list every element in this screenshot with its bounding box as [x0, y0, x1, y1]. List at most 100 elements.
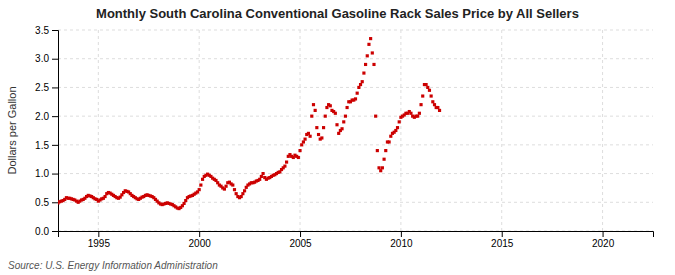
x-tick-label: 2000 — [189, 238, 212, 249]
y-axis-line — [52, 31, 59, 232]
y-tick: 0.0 — [35, 226, 58, 237]
x-tick: 2020 — [592, 231, 615, 249]
point — [419, 103, 422, 106]
point — [184, 199, 187, 202]
point — [354, 97, 357, 100]
point — [384, 149, 387, 152]
point — [428, 89, 431, 92]
x-axis: 1995 2000 2005 2010 2015 2020 — [59, 231, 654, 249]
point — [398, 120, 401, 123]
chart-svg: 1995200020052010201520200.00.51.01.52.02… — [0, 0, 675, 275]
point — [283, 165, 286, 168]
y-grid-line — [58, 58, 653, 59]
point — [421, 94, 424, 97]
point — [377, 166, 380, 169]
x-tick: 2010 — [390, 231, 413, 249]
y-grid-line — [58, 173, 653, 174]
point — [335, 123, 338, 126]
point — [103, 195, 106, 198]
x-tick-label: 2005 — [289, 238, 312, 249]
point — [337, 132, 340, 135]
point — [409, 112, 412, 115]
point — [369, 37, 372, 40]
y-tick: 1.5 — [35, 140, 58, 151]
point — [346, 106, 349, 109]
page: {"chart_data": { "type": "scatter", "tit… — [0, 0, 675, 275]
point — [382, 158, 385, 161]
point — [359, 83, 362, 86]
y-tick-label: 3.5 — [35, 25, 49, 36]
point — [231, 183, 234, 186]
x-grid-line — [400, 30, 401, 231]
point — [198, 188, 201, 191]
x-tick: 2015 — [491, 231, 514, 249]
point — [261, 172, 264, 175]
points — [58, 37, 441, 210]
point — [322, 126, 325, 129]
point — [438, 109, 441, 112]
y-tick-mark — [52, 30, 58, 31]
point — [297, 156, 300, 159]
x-tick-mark — [199, 231, 200, 237]
x-tick: 2005 — [289, 231, 312, 249]
y-tick-label: 2.0 — [35, 111, 49, 122]
y-grid-line — [58, 202, 653, 203]
source-annotation: Source: U.S. Energy Information Administ… — [8, 260, 218, 271]
x-tick-mark — [401, 231, 402, 237]
point — [312, 103, 315, 106]
point — [329, 104, 332, 107]
x-tick-mark — [98, 231, 99, 237]
point — [426, 86, 429, 89]
point — [235, 192, 238, 195]
point — [314, 109, 317, 112]
x-tick: 1995 — [88, 231, 111, 249]
x-tick-label: 2020 — [592, 238, 615, 249]
point — [425, 83, 428, 86]
y-tick-label: 0.0 — [35, 226, 49, 237]
x-grid-line — [501, 30, 502, 231]
x-grid-line — [199, 30, 200, 231]
point — [362, 71, 365, 74]
point — [376, 149, 379, 152]
x-tick: 2000 — [189, 231, 212, 249]
point — [357, 86, 360, 89]
point — [302, 140, 305, 143]
point — [260, 175, 263, 178]
point — [366, 54, 369, 57]
point — [303, 138, 306, 141]
point — [310, 115, 313, 118]
point — [325, 106, 328, 109]
y-grid-line — [58, 144, 653, 145]
point — [241, 192, 244, 195]
x-tick-label: 2015 — [491, 238, 514, 249]
point — [334, 112, 337, 115]
point — [416, 115, 419, 118]
y-grid-line — [58, 116, 653, 117]
point — [374, 115, 377, 118]
y-tick-mark — [52, 116, 58, 117]
x-tick-label: 1995 — [88, 238, 111, 249]
point — [396, 126, 399, 129]
point — [223, 187, 226, 190]
point — [372, 63, 375, 66]
point — [307, 132, 310, 135]
point — [364, 63, 367, 66]
point — [199, 183, 202, 186]
x-grid-line — [300, 30, 301, 231]
y-axis-title: Dollars per Gallon — [6, 86, 18, 174]
point — [233, 188, 236, 191]
y-tick-mark — [52, 87, 58, 88]
title: Monthly South Carolina Conventional Gaso… — [96, 6, 579, 21]
point — [201, 178, 204, 181]
point — [315, 126, 318, 129]
point — [285, 161, 288, 164]
y-tick-mark — [52, 145, 58, 146]
y-tick-label: 1.5 — [35, 140, 49, 151]
point — [300, 143, 303, 146]
y-tick-mark — [52, 59, 58, 60]
point — [224, 185, 227, 188]
x-grid-line — [602, 30, 603, 231]
point — [309, 135, 312, 138]
point — [344, 115, 347, 118]
point — [388, 140, 391, 143]
